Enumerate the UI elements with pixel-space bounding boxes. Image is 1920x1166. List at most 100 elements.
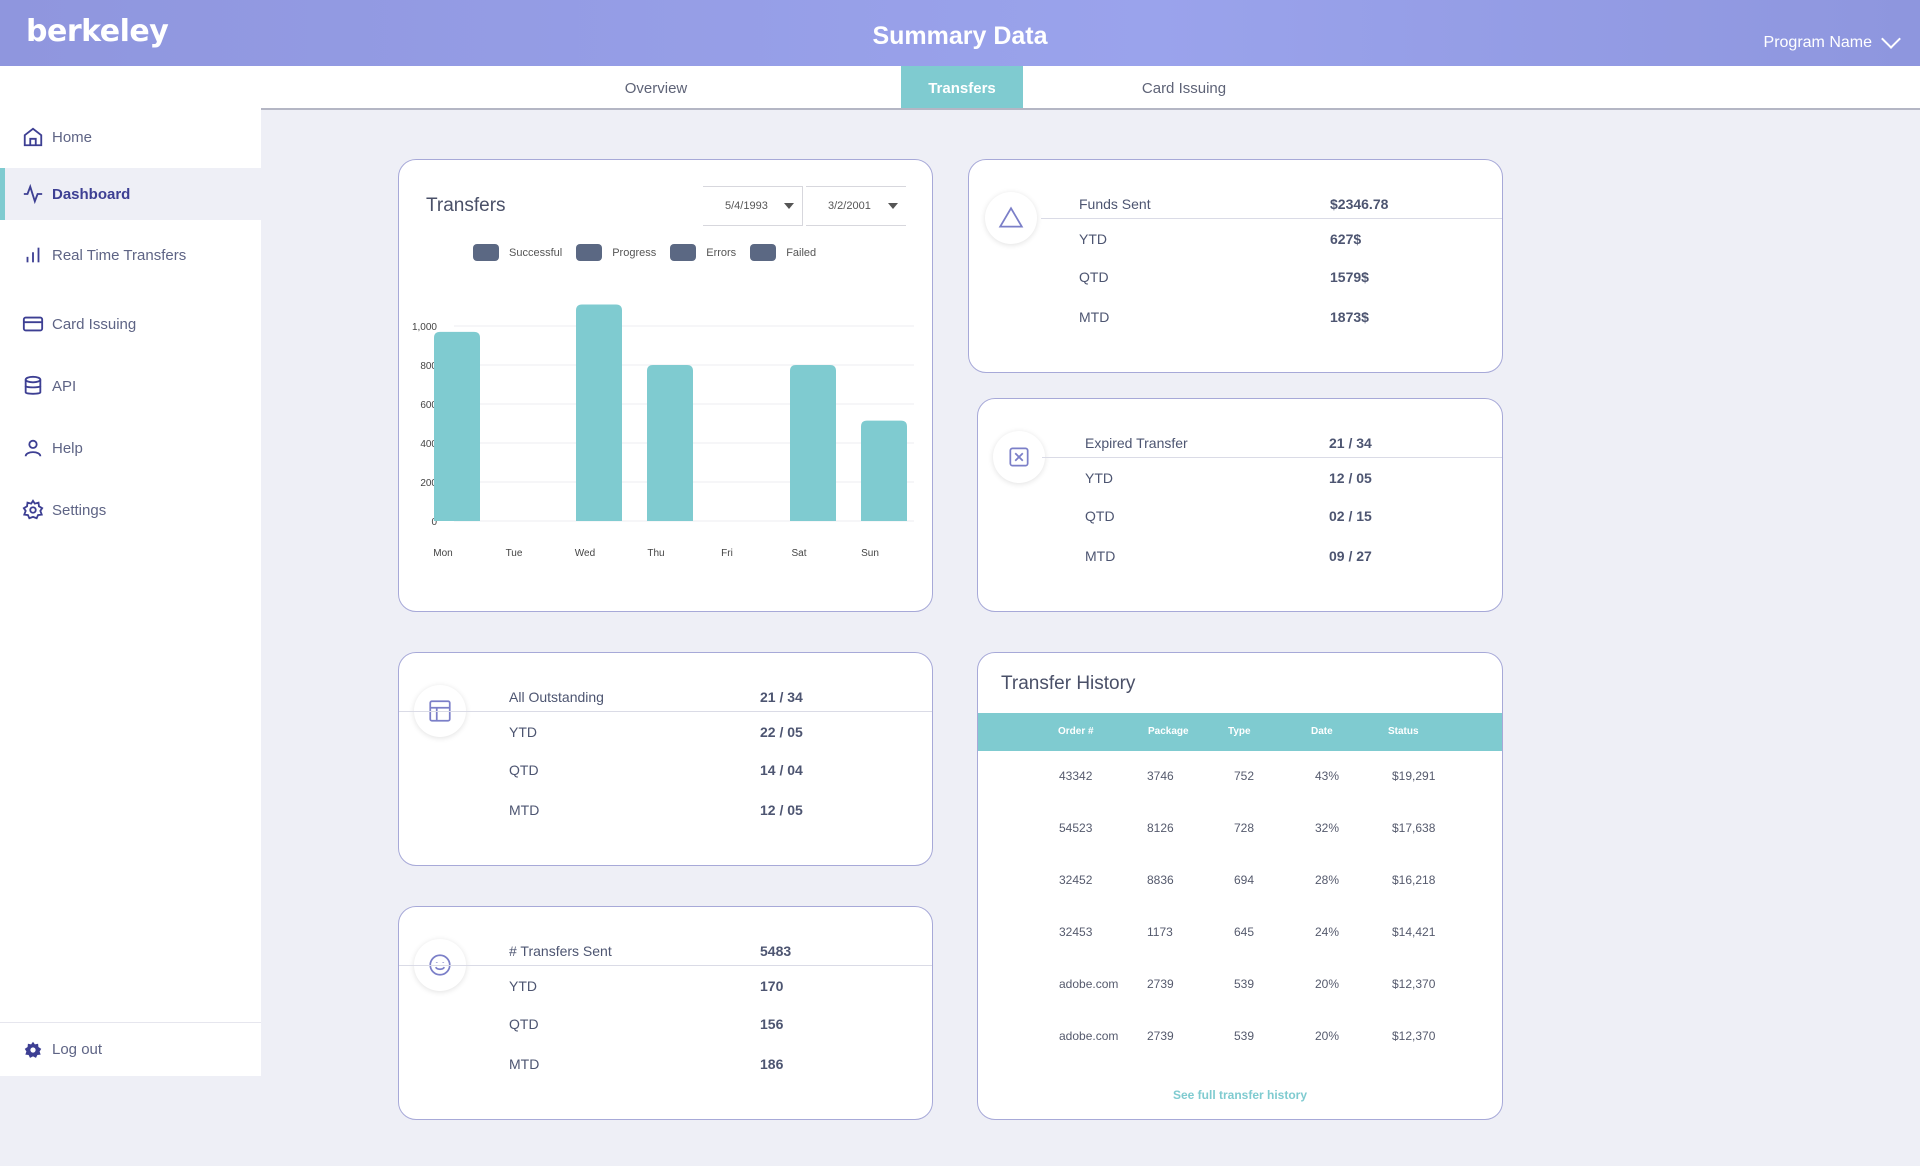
- activity-icon: [23, 183, 43, 205]
- qtd-label: QTD: [509, 1016, 539, 1032]
- cell-package: 2739: [1147, 977, 1174, 991]
- triangle-icon: [998, 206, 1024, 228]
- bar-thu[interactable]: [647, 365, 693, 521]
- legend-successful[interactable]: Successful: [473, 244, 562, 261]
- sidebar-item-card-issuing[interactable]: Card Issuing: [0, 298, 261, 350]
- cell-status: $16,218: [1392, 873, 1436, 887]
- caret-down-icon: [784, 203, 794, 209]
- cell-status: $14,421: [1392, 925, 1436, 939]
- qtd-label: QTD: [1079, 269, 1109, 285]
- cell-type: 694: [1234, 873, 1255, 887]
- sidebar-item-home[interactable]: Home: [0, 111, 261, 163]
- ytd-value: 170: [760, 978, 784, 994]
- qtd-label: QTD: [1085, 508, 1115, 524]
- sidebar-item-dashboard[interactable]: Dashboard: [0, 168, 261, 220]
- legend-errors[interactable]: Errors: [670, 244, 736, 261]
- mtd-value: 1873$: [1330, 309, 1369, 325]
- see-full-history-link[interactable]: See full transfer history: [1172, 1088, 1308, 1102]
- mtd-value: 186: [760, 1056, 784, 1072]
- tab-overview[interactable]: Overview: [624, 80, 688, 97]
- sidebar-item-api[interactable]: API: [0, 360, 261, 412]
- cell-type: 539: [1234, 977, 1255, 991]
- mtd-label: MTD: [509, 1056, 540, 1072]
- all-outstanding-card: All Outstanding 21 / 34 YTD 22 / 05 QTD …: [398, 652, 933, 866]
- qtd-label: QTD: [509, 762, 539, 778]
- transfers-sent-label: # Transfers Sent: [509, 943, 612, 959]
- cell-date: 20%: [1315, 1029, 1340, 1043]
- cell-order: 43342: [1059, 769, 1093, 783]
- cell-package: 8836: [1147, 873, 1174, 887]
- sidebar-item-label: Card Issuing: [52, 315, 137, 333]
- ytd-label: YTD: [1085, 470, 1113, 486]
- all-outstanding-value: 21 / 34: [760, 689, 803, 705]
- bar-chart: 0 200 400 600 800 1,000 Mon Tue Wed Thu Fri Sat Sun: [412, 304, 914, 559]
- sidebar-item-label: API: [52, 377, 77, 395]
- sidebar-item-label: Help: [52, 439, 83, 457]
- ytd-value: 22 / 05: [760, 724, 803, 740]
- date-from-select[interactable]: 5/4/1993: [703, 186, 803, 226]
- cell-status: $12,370: [1392, 977, 1436, 991]
- sidebar-item-real-time-transfers[interactable]: Real Time Transfers: [0, 229, 261, 281]
- tab-transfers[interactable]: Transfers: [901, 66, 1023, 108]
- x-tick-label: Wed: [575, 548, 595, 559]
- cell-status: $12,370: [1392, 1029, 1436, 1043]
- sidebar-item-settings[interactable]: Settings: [0, 484, 261, 536]
- legend-failed[interactable]: Failed: [750, 244, 816, 261]
- cell-date: 32%: [1315, 821, 1340, 835]
- legend-progress[interactable]: Progress: [576, 244, 656, 261]
- bar-mon[interactable]: [434, 331, 480, 521]
- cell-date: 28%: [1315, 873, 1340, 887]
- x-tick-label: Mon: [433, 548, 452, 559]
- cell-status: $19,291: [1392, 769, 1436, 783]
- database-icon: [24, 375, 42, 395]
- column-header-package[interactable]: Package: [1148, 726, 1189, 737]
- qtd-value: 02 / 15: [1329, 508, 1372, 524]
- page-title: Summary Data: [872, 22, 1048, 50]
- y-tick-label: 1,000: [412, 322, 437, 333]
- logout-button[interactable]: Log out: [0, 1022, 261, 1076]
- qtd-value: 156: [760, 1016, 784, 1032]
- column-header-date[interactable]: Date: [1311, 726, 1333, 737]
- column-header-type[interactable]: Type: [1228, 726, 1251, 737]
- date-to-select[interactable]: 3/2/2001: [806, 186, 906, 226]
- bar-wed[interactable]: [576, 304, 622, 521]
- cell-order: adobe.com: [1059, 1029, 1119, 1043]
- transfers-chart-card: Transfers 5/4/1993 3/2/2001 Successful P…: [398, 159, 933, 612]
- funds-sent-label: Funds Sent: [1079, 196, 1151, 212]
- cell-package: 3746: [1147, 769, 1174, 783]
- chart-title: Transfers: [426, 195, 506, 216]
- cell-order: 54523: [1059, 821, 1093, 835]
- cell-package: 1173: [1147, 925, 1173, 939]
- cell-package: 8126: [1147, 821, 1174, 835]
- funds-sent-icon-badge: [985, 192, 1037, 244]
- cell-date: 43%: [1315, 769, 1340, 783]
- column-header-status[interactable]: Status: [1388, 726, 1419, 737]
- gear-icon: [22, 499, 44, 520]
- bar-sun[interactable]: [861, 420, 907, 521]
- sidebar-item-label: Dashboard: [52, 185, 131, 203]
- cell-order: adobe.com: [1059, 977, 1119, 991]
- expired-transfer-card: Expired Transfer 21 / 34 YTD 12 / 05 QTD…: [977, 398, 1503, 612]
- bar-sat[interactable]: [790, 365, 836, 521]
- date-from-value: 5/4/1993: [725, 200, 768, 212]
- caret-down-icon: [888, 203, 898, 209]
- ytd-value: 627$: [1330, 231, 1362, 247]
- sidebar-item-help[interactable]: Help: [0, 422, 261, 474]
- mtd-label: MTD: [509, 802, 540, 818]
- tab-card-issuing[interactable]: Card Issuing: [1141, 80, 1227, 97]
- ytd-label: YTD: [509, 724, 537, 740]
- qtd-value: 1579$: [1330, 269, 1369, 285]
- program-selector[interactable]: Program Name: [1764, 29, 1901, 52]
- cell-type: 728: [1234, 821, 1255, 835]
- divider: [399, 965, 932, 966]
- sidebar-item-label: Home: [52, 128, 93, 146]
- home-icon: [23, 127, 43, 147]
- mtd-label: MTD: [1079, 309, 1110, 325]
- expired-icon-badge: [993, 431, 1045, 483]
- column-header-order[interactable]: Order #: [1058, 726, 1094, 737]
- logo[interactable]: berkeley: [26, 14, 169, 49]
- logout-label: Log out: [52, 1041, 103, 1058]
- divider: [1041, 218, 1502, 219]
- sidebar: Home Dashboard Real Time Transfers Card …: [0, 66, 261, 1076]
- cell-type: 645: [1234, 925, 1255, 939]
